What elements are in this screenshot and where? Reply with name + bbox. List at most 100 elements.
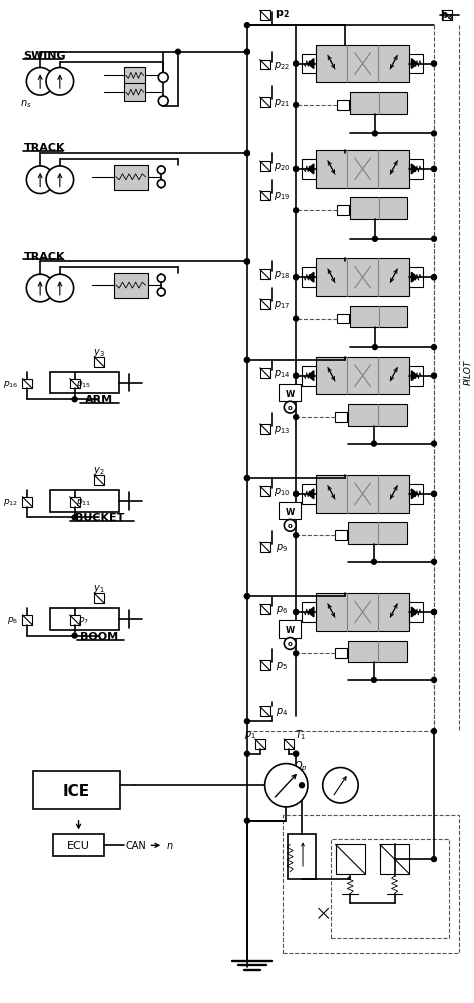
Circle shape: [373, 131, 377, 136]
Bar: [348, 641, 407, 663]
Bar: [50, 609, 119, 630]
Circle shape: [245, 358, 249, 363]
Circle shape: [158, 97, 168, 106]
Text: $p_{19}$: $p_{19}$: [274, 191, 291, 203]
Polygon shape: [411, 59, 417, 69]
Circle shape: [431, 491, 437, 496]
Circle shape: [157, 166, 165, 175]
Bar: [53, 834, 104, 857]
Text: $T_1$: $T_1$: [295, 727, 307, 741]
Bar: [330, 840, 449, 938]
Bar: [302, 54, 316, 74]
Bar: [124, 84, 146, 102]
Circle shape: [46, 275, 73, 303]
Circle shape: [294, 62, 299, 67]
Bar: [260, 11, 270, 21]
Bar: [302, 268, 316, 288]
Circle shape: [431, 441, 437, 446]
Bar: [260, 270, 270, 280]
Bar: [335, 531, 347, 541]
Bar: [316, 594, 410, 631]
Polygon shape: [308, 489, 314, 499]
Polygon shape: [411, 608, 417, 617]
Circle shape: [245, 476, 249, 481]
Circle shape: [431, 374, 437, 379]
Circle shape: [245, 151, 249, 156]
Text: ICE: ICE: [63, 783, 90, 797]
Bar: [316, 358, 410, 395]
Circle shape: [294, 491, 299, 496]
Bar: [260, 605, 270, 614]
Bar: [70, 615, 80, 625]
Circle shape: [294, 276, 299, 281]
Text: $p_{15}$: $p_{15}$: [76, 379, 91, 389]
Bar: [302, 603, 316, 622]
Text: $\mathbf{p_3}$: $\mathbf{p_3}$: [440, 10, 453, 22]
Circle shape: [373, 237, 377, 242]
Bar: [70, 379, 80, 389]
Bar: [114, 165, 148, 191]
Text: $y_2$: $y_2$: [93, 464, 105, 476]
Circle shape: [431, 729, 437, 734]
Circle shape: [300, 783, 304, 788]
Circle shape: [431, 857, 437, 862]
Text: $p_7$: $p_7$: [78, 615, 89, 626]
Circle shape: [284, 520, 296, 532]
Bar: [94, 358, 104, 367]
Bar: [410, 54, 423, 74]
Circle shape: [294, 610, 299, 615]
Text: $p_{22}$: $p_{22}$: [274, 59, 291, 71]
Circle shape: [294, 651, 299, 656]
Bar: [260, 707, 270, 716]
Text: $p_{18}$: $p_{18}$: [274, 269, 291, 281]
Polygon shape: [308, 59, 314, 69]
Bar: [124, 67, 146, 85]
Circle shape: [245, 50, 249, 55]
Circle shape: [431, 276, 437, 281]
Text: $\mathbf{W}$: $\mathbf{W}$: [285, 506, 296, 517]
Bar: [114, 274, 148, 299]
Text: $\mathbf{W}$: $\mathbf{W}$: [285, 624, 296, 635]
Circle shape: [294, 415, 299, 420]
Bar: [283, 815, 458, 953]
Circle shape: [294, 209, 299, 214]
Circle shape: [373, 345, 377, 350]
Bar: [279, 503, 301, 520]
Text: ARM: ARM: [85, 395, 113, 405]
Circle shape: [157, 289, 165, 297]
Circle shape: [294, 491, 299, 496]
Circle shape: [431, 62, 437, 67]
Circle shape: [157, 181, 165, 189]
Bar: [279, 384, 301, 402]
Circle shape: [158, 73, 168, 83]
Bar: [337, 101, 349, 110]
Circle shape: [431, 560, 437, 565]
Circle shape: [431, 678, 437, 683]
Text: $p_{16}$: $p_{16}$: [3, 379, 18, 389]
Text: $\mathbf{p_2}$: $\mathbf{p_2}$: [275, 8, 290, 20]
Bar: [260, 661, 270, 670]
Circle shape: [284, 402, 296, 413]
Bar: [94, 475, 104, 485]
Bar: [316, 259, 410, 297]
Text: PILOT: PILOT: [464, 360, 473, 385]
Circle shape: [27, 68, 54, 96]
Circle shape: [245, 260, 249, 265]
Bar: [288, 834, 316, 879]
Bar: [380, 845, 410, 874]
Circle shape: [264, 764, 308, 807]
Circle shape: [245, 476, 249, 481]
Text: $p_{12}$: $p_{12}$: [3, 496, 18, 508]
Bar: [260, 300, 270, 309]
Circle shape: [431, 168, 437, 173]
Bar: [260, 192, 270, 202]
Text: BOOM: BOOM: [80, 631, 118, 641]
Bar: [337, 314, 349, 324]
Circle shape: [372, 560, 376, 565]
Circle shape: [294, 751, 299, 756]
Bar: [260, 486, 270, 496]
Text: $y_1$: $y_1$: [93, 583, 105, 595]
Text: $p_4$: $p_4$: [276, 706, 289, 718]
Circle shape: [294, 62, 299, 67]
Circle shape: [431, 276, 437, 281]
